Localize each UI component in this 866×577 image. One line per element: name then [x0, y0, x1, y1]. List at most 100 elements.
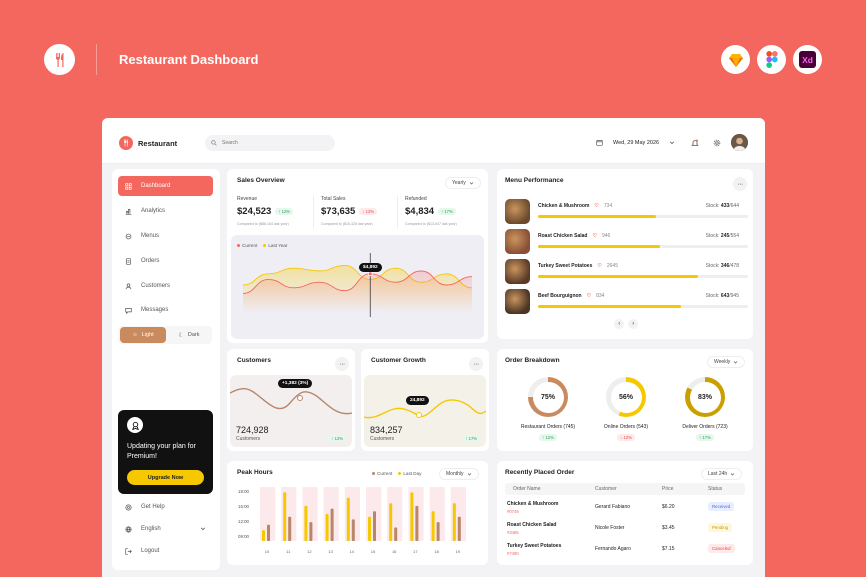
menu-item[interactable]: Beef Bourguignon ♡ 834 Stock: 643/945 — [505, 289, 748, 314]
stock-bar-fill — [538, 305, 681, 308]
dish-name: Chicken & Mushroom — [538, 203, 590, 209]
sidebar-item-dashboard[interactable]: Dashboard — [118, 176, 213, 196]
status-badge: Received — [708, 502, 735, 511]
banner-divider — [96, 44, 97, 75]
ring-percent: 75% — [532, 381, 564, 413]
table-row[interactable]: Turkey Sweet Potatoes #7490 Fernando Aga… — [505, 541, 745, 561]
gear-icon — [713, 139, 720, 146]
period-dropdown[interactable]: Yearly — [445, 177, 481, 189]
stat-value: $4,834 — [405, 206, 435, 217]
ring-badge-wrap: ↓ 12% — [591, 434, 661, 441]
sidebar-item-get-help[interactable]: Get Help — [118, 497, 213, 517]
language-select[interactable]: English — [118, 519, 213, 539]
bar-current — [373, 511, 376, 541]
y-tick-label: 12:00 — [238, 519, 249, 524]
date-picker[interactable]: Wed, 29 May 2026 — [596, 139, 675, 146]
x-tick-label: 13 — [328, 549, 333, 554]
more-options-button[interactable]: ··· — [335, 357, 349, 371]
current-line — [242, 270, 473, 294]
theme-dark-button[interactable]: ☾ Dark — [166, 327, 212, 343]
customers-card: Customers ··· +1,382 (3%) 724,928 Custom… — [227, 349, 355, 451]
heart-icon: ♡ — [594, 203, 599, 209]
stock-value: 245 — [720, 233, 730, 239]
menu-item[interactable]: Chicken & Mushroom ♡ 734 Stock: 433/644 — [505, 199, 748, 224]
settings-button[interactable] — [710, 136, 723, 149]
sidebar-item-orders[interactable]: Orders — [118, 251, 213, 271]
menu-item[interactable]: Turkey Sweet Potatoes ♡ 2645 Stock: 346/47… — [505, 259, 748, 284]
stat-total-sales: Total Sales $73,635 ↓ 12% Compared to ($1… — [321, 196, 377, 226]
sales-chart — [242, 253, 473, 317]
promo-text: Updating your plan for Premium! — [127, 443, 196, 460]
customers-line — [230, 387, 352, 415]
stock-value: 643 — [720, 293, 730, 299]
grid-icon — [125, 182, 132, 190]
sidebar-item-label: Messages — [141, 307, 169, 313]
legend-last-label: Last Day — [403, 471, 422, 476]
search-icon — [211, 140, 217, 146]
period-dropdown[interactable]: Weekly — [707, 356, 746, 368]
chevron-down-icon — [467, 472, 471, 475]
menu-item[interactable]: Roast Chicken Salad ♡ 946 Stock: 245/554 — [505, 229, 748, 254]
sidebar-item-label: Get Help — [141, 504, 165, 510]
bar-last-day — [368, 516, 371, 541]
period-label: Monthly — [446, 471, 464, 477]
legend-last: Last Day — [398, 471, 421, 476]
legend-current: Current — [237, 243, 257, 248]
sales-overview-card: Sales Overview Yearly Revenue $24,523 ↑ 1… — [227, 169, 488, 379]
dish-image — [505, 229, 530, 254]
sidebar-item-logout[interactable]: Logout — [118, 541, 213, 561]
sidebar-item-customers[interactable]: Customers — [118, 276, 213, 296]
globe-icon — [125, 525, 132, 533]
sidebar-item-messages[interactable]: Messages — [118, 300, 213, 320]
user-photo-icon — [731, 134, 748, 151]
chevron-down-icon — [469, 181, 473, 184]
notification-button[interactable] — [688, 136, 701, 149]
stock-total: /644 — [729, 203, 739, 209]
stat-label: Revenue — [237, 196, 258, 202]
message-icon — [125, 307, 132, 314]
period-dropdown[interactable]: Last 24h — [701, 468, 743, 480]
upgrade-promo: Updating your plan for Premium! Upgrade … — [118, 410, 213, 494]
theme-toggle: ☼ Light ☾ Dark — [118, 326, 212, 344]
bar-current — [351, 519, 355, 541]
stock-value: 346 — [720, 263, 730, 269]
promo-badge — [127, 417, 143, 433]
sidebar-item-label: Customers — [141, 283, 171, 289]
bar-last-day — [283, 492, 287, 541]
order-ring: 83% — [685, 377, 725, 417]
next-page-button[interactable]: › — [628, 319, 638, 329]
stock-total: /478 — [729, 263, 739, 269]
stock-bar — [538, 215, 748, 218]
legend-current-label: Current — [377, 471, 393, 476]
stat-revenue: Revenue $24,523 ↑ 12% Compared to ($88,16… — [237, 196, 293, 226]
upgrade-now-button[interactable]: Upgrade Now — [127, 470, 204, 485]
crown-icon — [131, 421, 139, 430]
theme-light-button[interactable]: ☼ Light — [120, 327, 166, 343]
peak-hours-chart — [260, 487, 466, 541]
xd-icon: Xd — [799, 51, 816, 68]
dish-title: Turkey Sweet Potatoes ♡ 2645 — [538, 263, 618, 269]
stat-refunded: Refunded $4,834 ↑ 17% Compared to ($13,04… — [405, 196, 457, 226]
avatar[interactable] — [731, 134, 748, 151]
customer-growth-card: Customer Growth ··· 24,892 834,257 Custo… — [361, 349, 489, 451]
order-customer: Gerard Fabiano — [595, 504, 631, 510]
sidebar-item-menus[interactable]: Menus — [118, 226, 213, 246]
prev-page-button[interactable]: ‹ — [614, 319, 624, 329]
sidebar-item-analytics[interactable]: Analytics — [118, 201, 213, 221]
ring-label: Restaurant Orders (745) — [520, 424, 576, 430]
table-row[interactable]: Chicken & Mushroom #0749 Gerard Fabiano … — [505, 499, 745, 519]
more-options-button[interactable]: ··· — [733, 177, 747, 191]
order-id: #3485 — [507, 530, 519, 535]
order-breakdown-card: Order Breakdown Weekly 75% Restaurant Or… — [497, 349, 753, 451]
sales-chart-area: Current Last Year $4,892 — [231, 235, 484, 339]
more-options-button[interactable]: ··· — [469, 357, 483, 371]
period-label: Weekly — [714, 359, 731, 365]
period-label: Yearly — [452, 180, 466, 186]
chevron-down-icon — [734, 360, 738, 363]
ring-badge-wrap: ↑ 12% — [513, 434, 583, 441]
search-box[interactable] — [205, 135, 335, 151]
bar-last-day — [431, 511, 435, 541]
table-row[interactable]: Roast Chicken Salad #3485 Nicole Foster … — [505, 520, 745, 540]
period-dropdown[interactable]: Monthly — [439, 468, 479, 480]
search-input[interactable] — [222, 140, 322, 146]
